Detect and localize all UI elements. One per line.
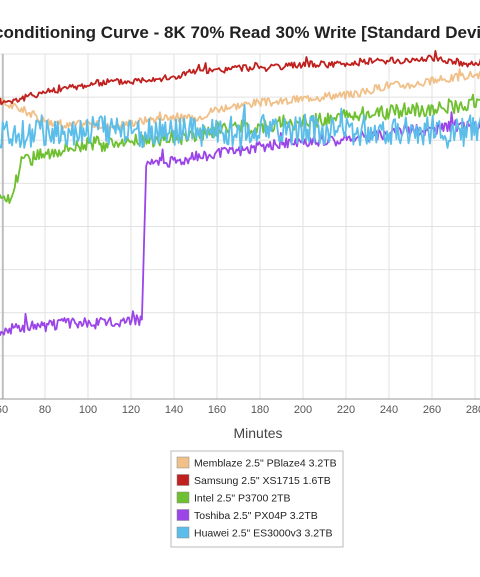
x-tick-label: 200 xyxy=(294,404,312,416)
chart-title: Preconditioning Curve - 8K 70% Read 30% … xyxy=(0,23,480,42)
x-tick-labels: 60 80 100 120 140 160 180 200 220 240 260 280 xyxy=(0,404,480,416)
x-tick-label: 280 xyxy=(466,404,480,416)
series-line xyxy=(0,104,480,151)
x-tick-label: 220 xyxy=(337,404,355,416)
legend-label: Toshiba 2.5" PX04P 3.2TB xyxy=(194,510,318,522)
x-tick-label: 240 xyxy=(380,404,398,416)
legend-label: Huawei 2.5" ES3000v3 3.2TB xyxy=(194,528,333,540)
legend-label: Intel 2.5" P3700 2TB xyxy=(194,493,291,505)
series-line xyxy=(0,50,480,106)
x-tick-label: 180 xyxy=(251,404,269,416)
series-line xyxy=(0,111,480,337)
x-tick-label: 80 xyxy=(39,404,51,416)
x-tick-label: 100 xyxy=(79,404,97,416)
legend-box xyxy=(170,450,344,548)
series-layer xyxy=(0,50,480,337)
legend-swatch xyxy=(176,526,190,539)
x-axis-label: Minutes xyxy=(233,425,282,441)
legend-swatch xyxy=(176,491,190,504)
x-tick-label: 120 xyxy=(122,404,140,416)
x-tick-label: 60 xyxy=(0,404,8,416)
x-tick-label: 140 xyxy=(165,404,183,416)
legend-swatch xyxy=(176,509,190,521)
legend-swatch xyxy=(176,474,190,486)
x-tick-label: 160 xyxy=(208,404,226,416)
legend-swatch xyxy=(176,456,190,469)
legend-label: Memblaze 2.5" PBlaze4 3.2TB xyxy=(194,458,337,470)
x-tick-label: 260 xyxy=(423,404,441,416)
grid xyxy=(0,53,480,400)
legend-label: Samsung 2.5" XS1715 1.6TB xyxy=(194,475,331,487)
legend: Memblaze 2.5" PBlaze4 3.2TB Samsung 2.5" … xyxy=(170,450,344,548)
